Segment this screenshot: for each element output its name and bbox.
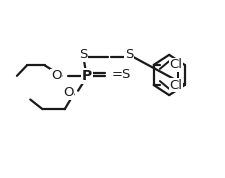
Text: S: S <box>125 48 133 61</box>
Text: =S: =S <box>111 68 131 81</box>
Text: Cl: Cl <box>169 78 182 91</box>
Text: Cl: Cl <box>169 58 182 71</box>
Text: O: O <box>63 86 74 99</box>
Text: O: O <box>51 69 61 82</box>
Text: P: P <box>82 69 92 83</box>
Text: S: S <box>79 48 88 61</box>
